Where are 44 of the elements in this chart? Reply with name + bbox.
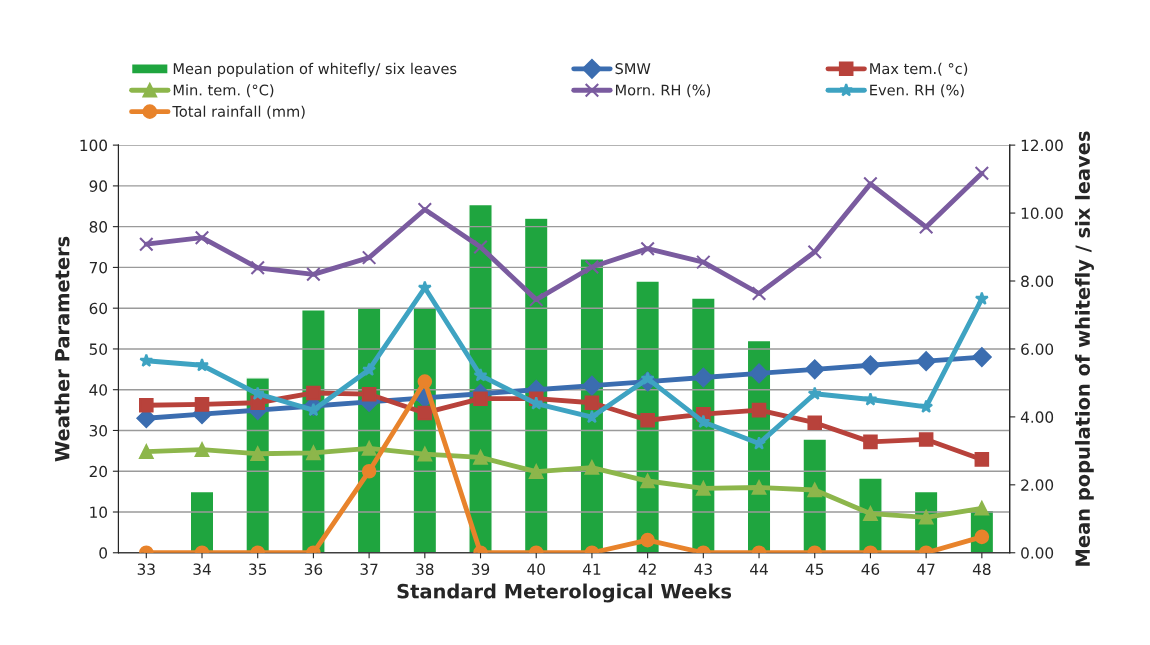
y-tick-label: 10 [90,506,108,519]
y2-tick-label: 8.00 [1021,275,1054,288]
y-tick-label: 100 [80,139,108,152]
x-axis-title: Standard Meterological Weeks [397,583,732,603]
y-tick-label: 30 [89,424,108,437]
x-tick-label: 33 [137,563,155,576]
x-tick-label: 38 [416,563,434,576]
legend-label: Mean population of whitefly/ six leaves [173,62,457,77]
x-tick-label: 46 [861,563,880,576]
x-tick-label: 37 [360,563,378,576]
y2-tick-label: 10.00 [1021,207,1063,220]
x-tick-label: 45 [805,563,824,576]
x-tick-label: 43 [694,563,712,576]
x-tick-label: 36 [304,563,323,576]
x-tick-label: 44 [750,563,768,575]
y-tick-label: 80 [89,221,108,233]
y2-tick-label: 6.00 [1021,343,1054,355]
x-tick-label: 48 [972,563,991,576]
y-tick-label: 40 [89,384,108,396]
y-tick-label: 70 [89,261,108,274]
x-tick-label: 34 [193,563,211,576]
x-tick-label: 42 [638,563,656,575]
legend-label: SMW [615,63,651,75]
x-tick-label: 41 [582,563,601,575]
y2-axis-title: Mean population of whitefly / six leaves [1074,131,1094,566]
y-tick-label: 20 [89,465,108,478]
y-tick-label: 60 [89,302,108,315]
x-tick-label: 39 [471,563,490,576]
x-tick-label: 40 [527,563,545,576]
y-axis-title: Weather Parameters [54,236,70,462]
legend-label: Even. RH (%) [870,84,964,98]
legend-label: Total rainfall (mm) [172,105,305,119]
x-tick-label: 47 [917,563,935,575]
y2-tick-label: 12.00 [1021,139,1063,152]
y2-tick-label: 4.00 [1020,411,1054,423]
legend-label: Morn. RH (%) [615,84,711,98]
y2-tick-label: 2.00 [1021,479,1054,491]
y-tick-label: 50 [89,343,108,355]
y-tick-label: 0 [99,547,108,559]
legend-label: Max tem.( °c) [870,62,968,76]
y-tick-label: 90 [89,180,108,192]
legend-label: Min. tem. (°C) [173,84,274,98]
x-tick-label: 35 [249,563,267,576]
y2-tick-label: 0.00 [1021,547,1054,559]
